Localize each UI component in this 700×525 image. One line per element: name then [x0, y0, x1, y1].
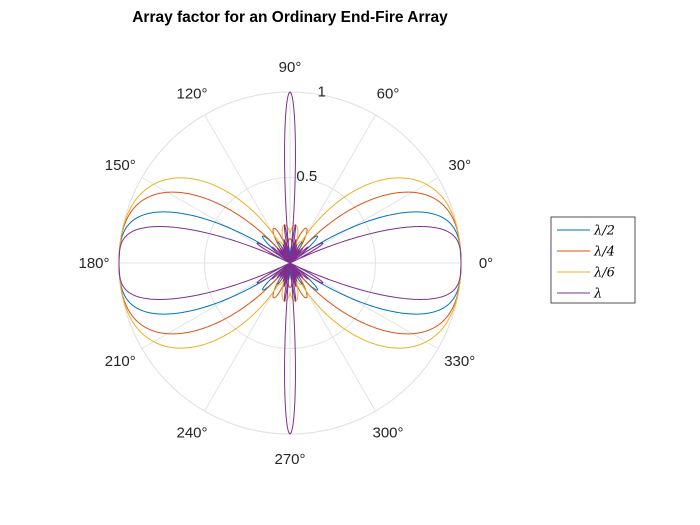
angular-grid-line — [289, 262, 376, 412]
angle-tick-label: 330° — [444, 353, 475, 370]
legend-label: λ/4 — [593, 245, 615, 260]
axis-labels: 0° 30° 60° 90° 120° 150° 180° 210° 240° 270° 300° 3… — [78, 59, 493, 468]
legend-label: λ/6 — [593, 266, 615, 281]
angle-tick-label: 300° — [372, 425, 403, 442]
series-lines — [118, 91, 462, 435]
legend-box — [550, 216, 636, 304]
chart-title: Array factor for an Ordinary End-Fire Ar… — [132, 9, 448, 26]
angle-tick-label: 240° — [176, 425, 207, 442]
angular-grid-line — [289, 262, 439, 349]
angular-grid-line — [289, 177, 439, 264]
radial-tick-label: 1 — [318, 84, 326, 101]
angle-tick-label: 210° — [105, 353, 136, 370]
legend-label: λ — [593, 287, 602, 302]
series-line-3 — [118, 91, 462, 435]
angle-tick-label: 60° — [377, 85, 400, 102]
angle-tick-label: 180° — [78, 255, 109, 272]
angle-tick-label: 30° — [448, 157, 471, 174]
angle-tick-label: 90° — [279, 59, 302, 76]
legend-label: λ/2 — [593, 224, 615, 239]
legend: λ/2 λ/4 λ/6 λ — [550, 216, 636, 304]
angular-grid-line — [141, 177, 291, 264]
angular-grid-line — [289, 114, 376, 264]
radial-tick-label: 0.5 — [296, 168, 317, 185]
angle-tick-label: 270° — [274, 451, 305, 468]
angular-grid-line — [204, 114, 291, 264]
angle-tick-label: 150° — [105, 157, 136, 174]
angular-grid-line — [141, 262, 291, 349]
angle-tick-label: 120° — [176, 85, 207, 102]
angle-tick-label: 0° — [479, 255, 493, 272]
angular-grid-line — [204, 262, 291, 412]
